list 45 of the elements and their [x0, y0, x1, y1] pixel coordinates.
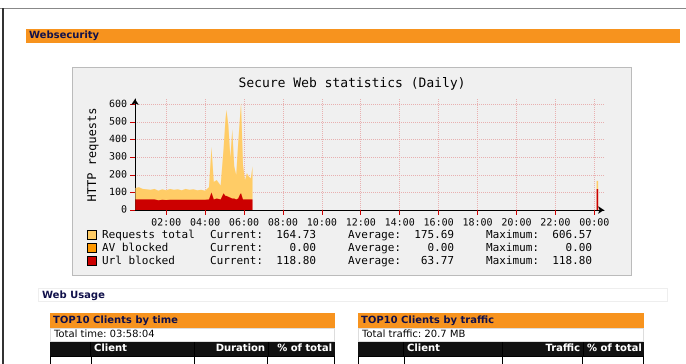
legend-label: AV blocked [102, 241, 170, 254]
text: Total time: 03:58:04 [50, 328, 335, 342]
text: % of total [268, 342, 335, 356]
x-tick-label: 04:00 [190, 218, 220, 228]
x-tick-label: 12:00 [346, 218, 376, 228]
text: Traffic [502, 342, 583, 356]
text: Maximum: 0.00 [486, 241, 593, 254]
x-tick-label: 10:00 [306, 218, 337, 228]
x-tick-label: 18:00 [462, 218, 493, 228]
y-tick-label: 600 [108, 98, 127, 110]
text: Web Usage [38, 288, 668, 302]
text: TOP10 Clients by time [50, 313, 335, 328]
text: Maximum: 118.80 [486, 254, 593, 267]
y-axis-title: HTTP requests [85, 108, 100, 202]
x-tick-label: 14:00 [384, 218, 415, 228]
x-tick-label: 06:00 [228, 218, 260, 228]
y-tick-label: 400 [108, 134, 127, 146]
legend-label: Url blocked [102, 254, 176, 267]
y-tick-label: 200 [108, 169, 127, 180]
x-tick-label: 00:00 [579, 218, 610, 228]
x-tick-label: 22:00 [540, 218, 570, 228]
text: Average: 0.00 [348, 241, 455, 254]
text: Maximum: 606.57 [486, 228, 593, 241]
x-tick-label: 08:00 [268, 218, 298, 228]
x-tick-label: 02:00 [151, 218, 182, 228]
text: Duration [194, 342, 268, 356]
text: Websecurity [26, 29, 680, 43]
chart-title: Secure Web statistics (Daily) [238, 76, 466, 91]
y-tick-label: 500 [108, 116, 127, 128]
y-tick-label: 100 [108, 186, 127, 198]
text: Current: 164.73 [210, 228, 317, 241]
text: Client [90, 342, 194, 356]
text: Average: 63.77 [348, 254, 455, 267]
x-tick-label: 16:00 [424, 218, 454, 228]
y-tick-label: 300 [108, 152, 127, 163]
x-tick-label: 20:00 [501, 218, 532, 228]
legend-label: Requests total [102, 228, 196, 241]
text: Client [403, 342, 502, 356]
text: Total traffic: 20.7 MB [358, 328, 644, 342]
text: Average: 175.69 [348, 228, 455, 241]
text: Current: 0.00 [210, 241, 317, 254]
text: Current: 118.80 [210, 254, 317, 267]
text: TOP10 Clients by traffic [358, 313, 644, 328]
y-tick-label: 0 [120, 204, 127, 216]
text: % of total [583, 342, 644, 356]
